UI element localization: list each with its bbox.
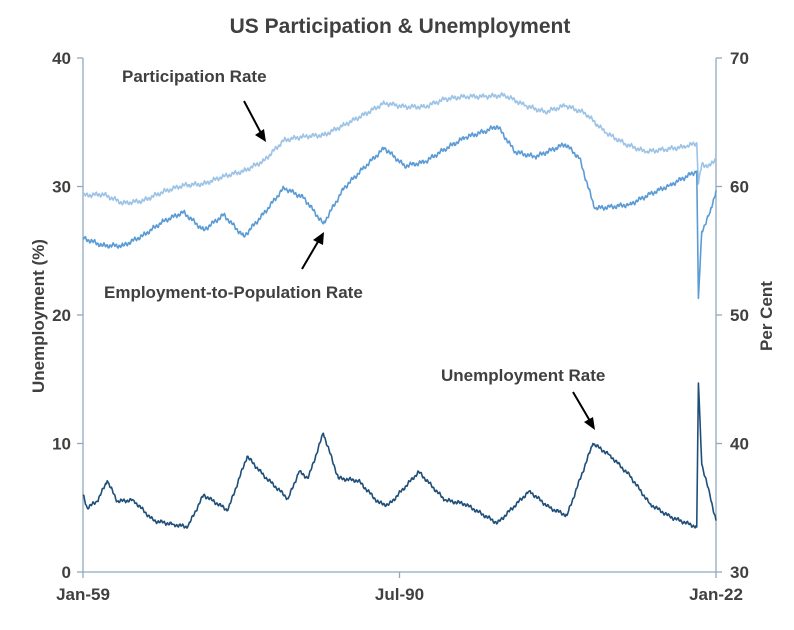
- x-tick-labels: Jan-59 Jul-90 Jan-22: [56, 572, 743, 604]
- participation-arrow: [243, 100, 263, 136]
- unemployment-annotation: Unemployment Rate: [441, 366, 605, 385]
- right-axis-label: Per Cent: [757, 281, 776, 351]
- x-tick-label: Jan-59: [56, 585, 110, 604]
- right-tick-labels: 30 40 50 60 70: [716, 49, 749, 582]
- employment-arrowhead: [313, 232, 324, 245]
- chart-title: US Participation & Unemployment: [230, 15, 571, 38]
- series-layer: [82, 92, 717, 529]
- left-tick-label: 10: [52, 435, 71, 454]
- series-line-employment-to-population-rate: [82, 125, 717, 300]
- left-tick-label: 20: [52, 306, 71, 325]
- participation-annotation: Participation Rate: [122, 67, 267, 86]
- employment-arrow: [301, 239, 320, 270]
- left-tick-label: 0: [62, 563, 71, 582]
- right-tick-label: 50: [730, 306, 749, 325]
- left-tick-label: 40: [52, 49, 71, 68]
- participation-arrowhead: [255, 129, 266, 142]
- right-tick-label: 60: [730, 178, 749, 197]
- series-line-unemployment-rate: [82, 382, 717, 529]
- series-line-participation-rate: [82, 92, 717, 206]
- right-tick-label: 30: [730, 563, 749, 582]
- x-tick-label: Jul-90: [375, 585, 424, 604]
- left-axis-label: Unemployment (%): [29, 239, 48, 393]
- unemployment-arrowhead: [584, 417, 595, 430]
- left-tick-label: 30: [52, 178, 71, 197]
- right-tick-label: 70: [730, 49, 749, 68]
- x-tick-label: Jan-22: [689, 585, 743, 604]
- unemployment-arrow: [572, 391, 591, 422]
- employment-annotation: Employment-to-Population Rate: [104, 283, 363, 302]
- left-tick-labels: 0 10 20 30 40: [52, 49, 83, 582]
- right-tick-label: 40: [730, 435, 749, 454]
